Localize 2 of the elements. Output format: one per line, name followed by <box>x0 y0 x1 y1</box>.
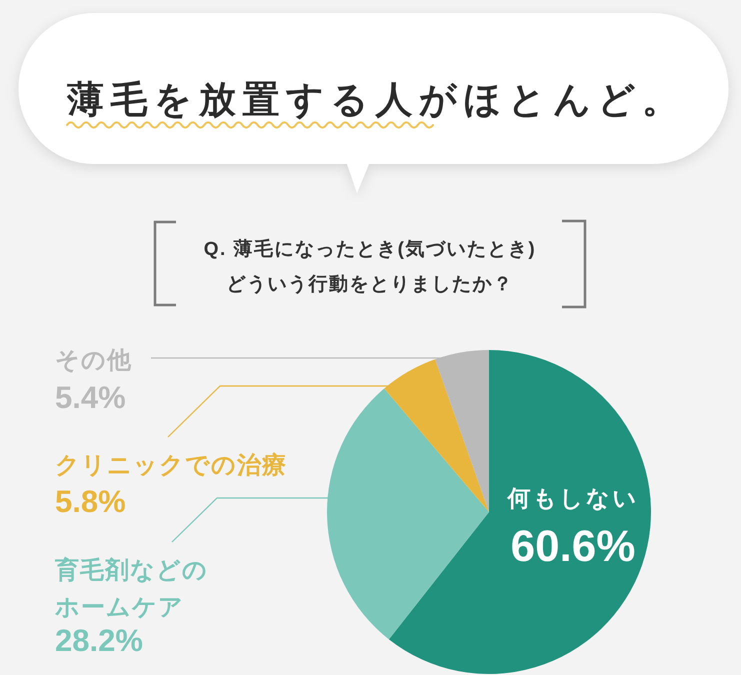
subtitle: Q. 薄毛になったとき(気づいたとき)どういう行動をとりましたか？ <box>204 239 536 295</box>
title: 薄毛を放置する人がほとんど。 <box>67 79 679 120</box>
